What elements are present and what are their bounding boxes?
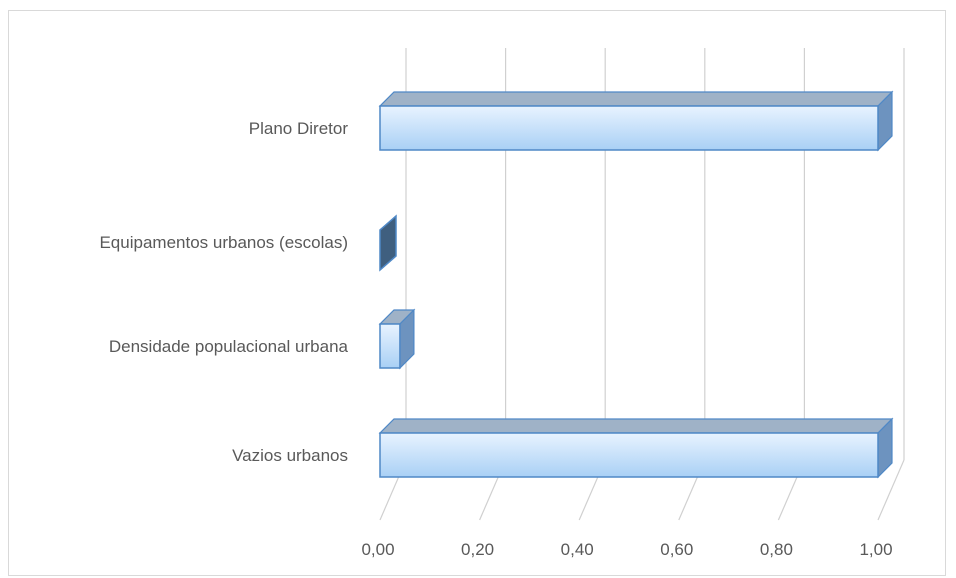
bar-top-face	[378, 91, 894, 107]
bar-front-face	[379, 432, 879, 478]
bar-top-face	[378, 418, 894, 434]
x-axis-tick-labels: 0,00 0,20 0,40 0,60 0,80 1,00	[361, 540, 892, 559]
bar	[379, 214, 397, 272]
x-tick-label: 0,80	[760, 540, 793, 559]
x-tick-label: 0,00	[361, 540, 394, 559]
category-label: Equipamentos urbanos (escolas)	[99, 233, 348, 252]
x-tick-label: 0,40	[561, 540, 594, 559]
category-label: Vazios urbanos	[232, 446, 348, 465]
bars	[378, 90, 894, 479]
floor-gridline	[877, 459, 905, 521]
category-label: Plano Diretor	[249, 119, 349, 138]
bar-front-face	[379, 105, 879, 151]
bar-front-face	[379, 323, 401, 369]
x-tick-label: 0,20	[461, 540, 494, 559]
bar-end-cap	[379, 214, 397, 272]
bar	[378, 417, 894, 479]
x-tick-label: 0,60	[660, 540, 693, 559]
bar	[378, 308, 416, 370]
bar	[378, 90, 894, 152]
x-tick-label: 1,00	[859, 540, 892, 559]
category-labels: Plano Diretor Equipamentos urbanos (escol…	[99, 119, 348, 465]
category-label: Densidade populacional urbana	[109, 337, 349, 356]
